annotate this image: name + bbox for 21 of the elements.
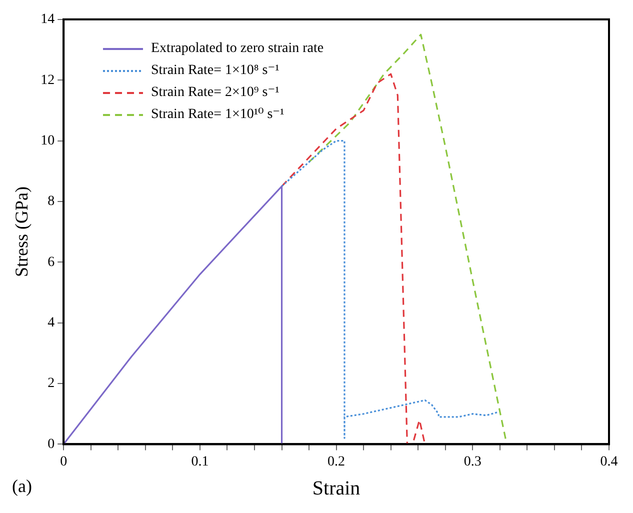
y-tick-label: 8 xyxy=(48,194,55,210)
y-tick-label: 10 xyxy=(40,133,55,148)
line-series xyxy=(280,140,498,439)
legend-label: Strain Rate= 2×10⁹ s⁻¹ xyxy=(151,84,280,102)
y-axis-title: Stress (GPa) xyxy=(12,186,32,278)
y-tick-label: 12 xyxy=(40,72,55,88)
y-tick-label: 14 xyxy=(40,12,55,28)
x-tick-label: 0 xyxy=(60,454,68,470)
x-tick-label: 0.4 xyxy=(600,454,618,470)
legend-label: Strain Rate= 1×10⁸ s⁻¹ xyxy=(151,62,280,80)
y-tick-label: 4 xyxy=(48,316,55,330)
y-tick-label: 6 xyxy=(48,254,55,270)
x-axis-title: Strain xyxy=(312,477,360,500)
x-tick-label: 0.3 xyxy=(464,454,482,470)
y-tick-label: 0 xyxy=(48,436,55,452)
legend-label: Extrapolated to zero strain rate xyxy=(151,40,324,58)
x-tick-label: 0.2 xyxy=(328,454,346,470)
x-tick-label: 0.1 xyxy=(191,454,209,470)
text: (a) xyxy=(12,476,32,497)
y-tick-label: 2 xyxy=(48,376,55,392)
legend-label: Strain Rate= 1×10¹⁰ s⁻¹ xyxy=(151,106,284,124)
